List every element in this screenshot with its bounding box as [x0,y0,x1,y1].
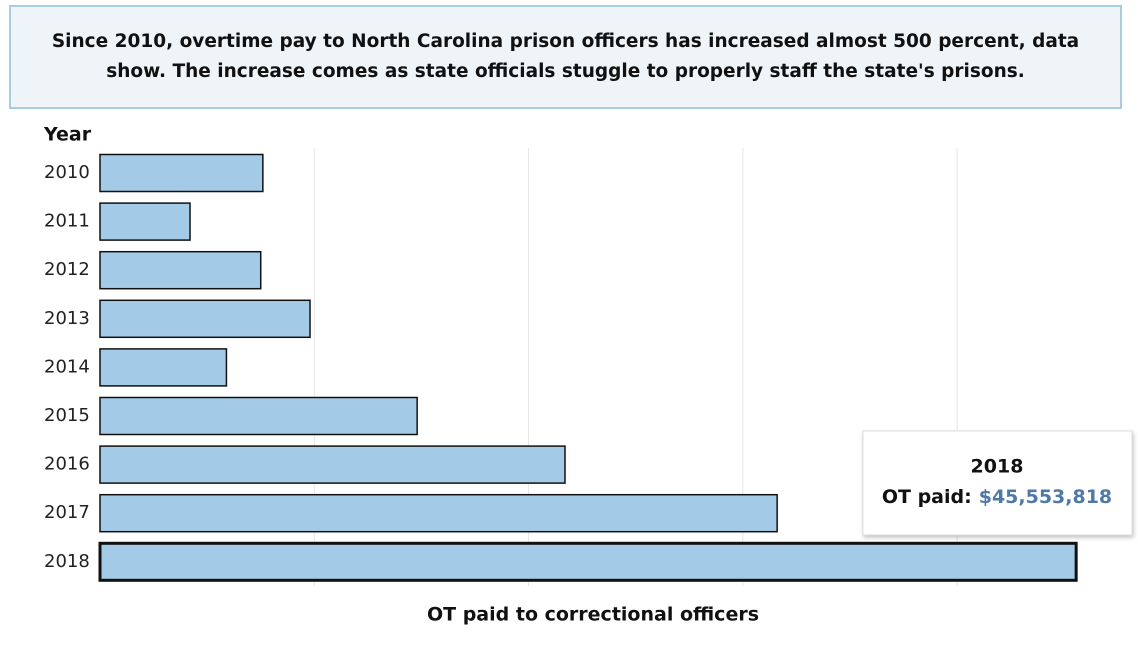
y-tick-label: 2015 [44,405,90,426]
bar [99,348,228,387]
tooltip-line: OT paid: $45,553,818 [882,486,1112,508]
y-tick-label: 2010 [44,162,90,183]
x-axis-title: OT paid to correctional officers [427,604,759,626]
y-tick-label: 2013 [44,308,90,329]
bar [99,445,566,484]
bar [99,493,778,533]
bar [99,153,264,193]
title-wrap: Since 2010, overtime pay to North Caroli… [51,31,1080,82]
bar [99,202,191,241]
bar [98,541,1078,582]
tooltip: 2018 OT paid: $45,553,818 [862,430,1133,536]
y-tick-label: 2017 [44,502,90,523]
y-tick-label: 2012 [44,259,90,280]
bar [99,299,311,339]
tooltip-label: OT paid: [882,486,972,508]
bar [99,396,418,436]
y-tick-label: 2014 [44,356,90,377]
bar [99,250,262,290]
y-axis-title: Year [43,124,92,146]
tooltip-category: 2018 [971,456,1024,478]
tooltip-box [862,430,1133,536]
y-tick-label: 2018 [44,551,90,572]
y-tick-label: 2016 [44,454,90,475]
title-box [9,5,1122,109]
y-tick-label: 2011 [44,211,90,232]
chart-title: Since 2010, overtime pay to North Caroli… [51,31,1080,82]
value-label: $45,553,818 [979,486,1112,508]
